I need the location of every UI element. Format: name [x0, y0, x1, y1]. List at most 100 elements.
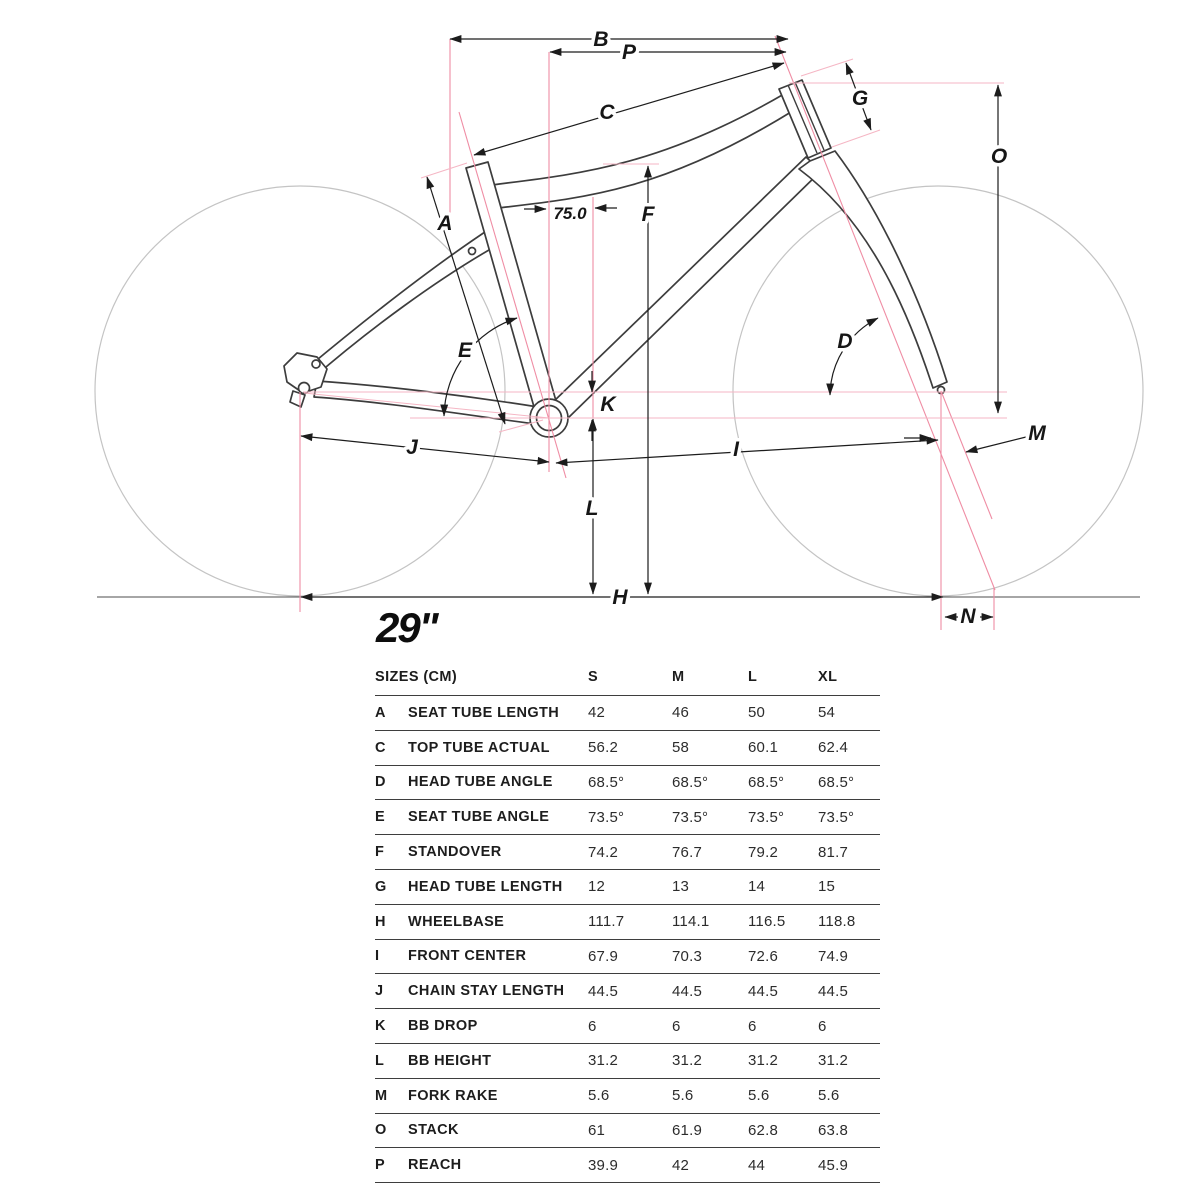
seat-stay-boss	[467, 246, 477, 256]
row-value-l: 73.5°	[748, 808, 785, 826]
row-value-xl: 74.9	[818, 947, 848, 965]
seat-tube-ext-top-line	[420, 162, 468, 179]
table-row: A SEAT TUBE LENGTH 42 46 50 54	[375, 695, 880, 730]
dim-label-C: C	[599, 101, 615, 124]
dim-label-G: G	[852, 87, 868, 110]
table-row: C TOP TUBE ACTUAL 56.2 58 60.1 62.4	[375, 729, 880, 765]
row-value-s: 73.5°	[588, 808, 625, 826]
row-key: L	[375, 1052, 385, 1069]
row-name: STANDOVER	[408, 844, 502, 861]
table-row: P REACH 39.9 42 44 45.9	[375, 1147, 880, 1182]
row-value-m: 13	[672, 878, 690, 896]
row-key: D	[375, 774, 386, 791]
row-value-m: 61.9	[672, 1121, 702, 1139]
dim-leader-M	[965, 436, 1027, 454]
dim-label-F: F	[642, 203, 656, 226]
table-row: K BB DROP 6 6 6 6	[375, 1008, 880, 1043]
table-row: O STACK 61 61.9 62.8 63.8	[375, 1112, 880, 1148]
row-value-m: 73.5°	[672, 808, 709, 826]
row-value-m: 46	[672, 704, 690, 722]
row-value-s: 68.5°	[588, 773, 625, 791]
table-row: G HEAD TUBE LENGTH 12 13 14 15	[375, 868, 880, 904]
geometry-table: SIZES (CM) S M L XL A SEAT TUBE LENGTH 4…	[375, 659, 880, 1184]
row-value-m: 42	[672, 1156, 690, 1174]
row-value-xl: 63.8	[818, 1121, 848, 1139]
geometry-diagram: B P C G O A F E D K M J I L H N 75.0	[94, 25, 1144, 632]
row-value-s: 61	[588, 1121, 606, 1139]
wheel-size-title: 29"	[376, 604, 439, 651]
dim-line-I	[555, 436, 939, 467]
row-value-l: 6	[748, 1017, 757, 1035]
row-value-m: 68.5°	[672, 773, 709, 791]
row-value-xl: 81.7	[818, 843, 848, 861]
table-header-sizes: SIZES (CM)	[375, 669, 458, 685]
row-name: WHEELBASE	[408, 913, 505, 930]
row-value-s: 44.5	[588, 982, 618, 1000]
frame-fork	[798, 150, 948, 389]
dim-label-H: H	[612, 586, 628, 609]
dim-label-E: E	[458, 339, 473, 362]
dim-label-M: M	[1028, 422, 1046, 445]
row-value-s: 56.2	[588, 739, 618, 757]
row-value-m: 44.5	[672, 982, 702, 1000]
row-value-l: 68.5°	[748, 773, 785, 791]
row-value-s: 111.7	[588, 913, 625, 931]
table-header-row: SIZES (CM) S M L XL	[375, 659, 880, 695]
dimension-labels: B P C G O A F E D K M J I L H N 75.0	[403, 25, 1050, 632]
row-value-l: 72.6	[748, 947, 778, 965]
row-key: H	[375, 913, 386, 930]
row-key: J	[375, 983, 384, 1000]
head-tube-ext-top-line	[800, 58, 854, 77]
row-value-l: 14	[748, 878, 766, 896]
seat-tube-axis-line	[458, 111, 567, 479]
row-name: HEAD TUBE ANGLE	[408, 774, 553, 791]
table-row: F STANDOVER 74.2 76.7 79.2 81.7	[375, 834, 880, 869]
dim-arc-E	[440, 317, 518, 417]
steering-axis-line	[774, 35, 996, 591]
table-header-m: M	[672, 669, 685, 685]
fork-offset-line	[940, 390, 993, 520]
dimension-lines	[300, 35, 1027, 621]
row-key: I	[375, 948, 380, 965]
row-value-m: 76.7	[672, 843, 702, 861]
table-header-s: S	[588, 669, 599, 685]
row-value-l: 79.2	[748, 843, 778, 861]
table-row: I FRONT CENTER 67.9 70.3 72.6 74.9	[375, 938, 880, 974]
row-name: BB DROP	[408, 1018, 478, 1035]
dim-line-J	[300, 433, 550, 465]
row-name: REACH	[408, 1157, 462, 1174]
row-key: O	[375, 1122, 387, 1139]
head-tube-ext-bottom-line	[831, 129, 881, 148]
frame-top-tube	[490, 93, 792, 209]
row-key: G	[375, 878, 387, 895]
dim-label-B: B	[593, 28, 608, 51]
row-key: K	[375, 1018, 386, 1035]
row-value-xl: 44.5	[818, 982, 848, 1000]
dim-arc-D	[826, 317, 879, 396]
row-value-xl: 15	[818, 878, 836, 896]
row-name: CHAIN STAY LENGTH	[408, 983, 565, 1000]
dim-label-O: O	[991, 145, 1007, 168]
dim-label-L: L	[586, 497, 599, 520]
row-name: SEAT TUBE LENGTH	[408, 704, 560, 721]
row-value-l: 116.5	[748, 913, 786, 931]
head-tube-inner-line	[787, 84, 818, 154]
dim-line-C	[473, 62, 785, 156]
table-row: L BB HEIGHT 31.2 31.2 31.2 31.2	[375, 1042, 880, 1078]
row-value-l: 50	[748, 704, 766, 722]
table-row: H WHEELBASE 111.7 114.1 116.5 118.8	[375, 903, 880, 939]
row-value-m: 70.3	[672, 947, 702, 965]
row-value-m: 5.6	[672, 1087, 694, 1105]
row-value-xl: 45.9	[818, 1156, 848, 1174]
row-value-l: 44.5	[748, 982, 778, 1000]
seat-tube-ext-bottom-line	[498, 419, 544, 433]
row-value-l: 60.1	[748, 739, 778, 757]
row-key: E	[375, 809, 386, 826]
row-name: TOP TUBE ACTUAL	[408, 739, 550, 756]
seat-offset-value: 75.0	[553, 204, 587, 223]
row-value-m: 6	[672, 1017, 681, 1035]
row-name: BB HEIGHT	[408, 1052, 492, 1069]
row-value-xl: 31.2	[818, 1052, 848, 1070]
head-tube-inner-line	[794, 81, 825, 151]
